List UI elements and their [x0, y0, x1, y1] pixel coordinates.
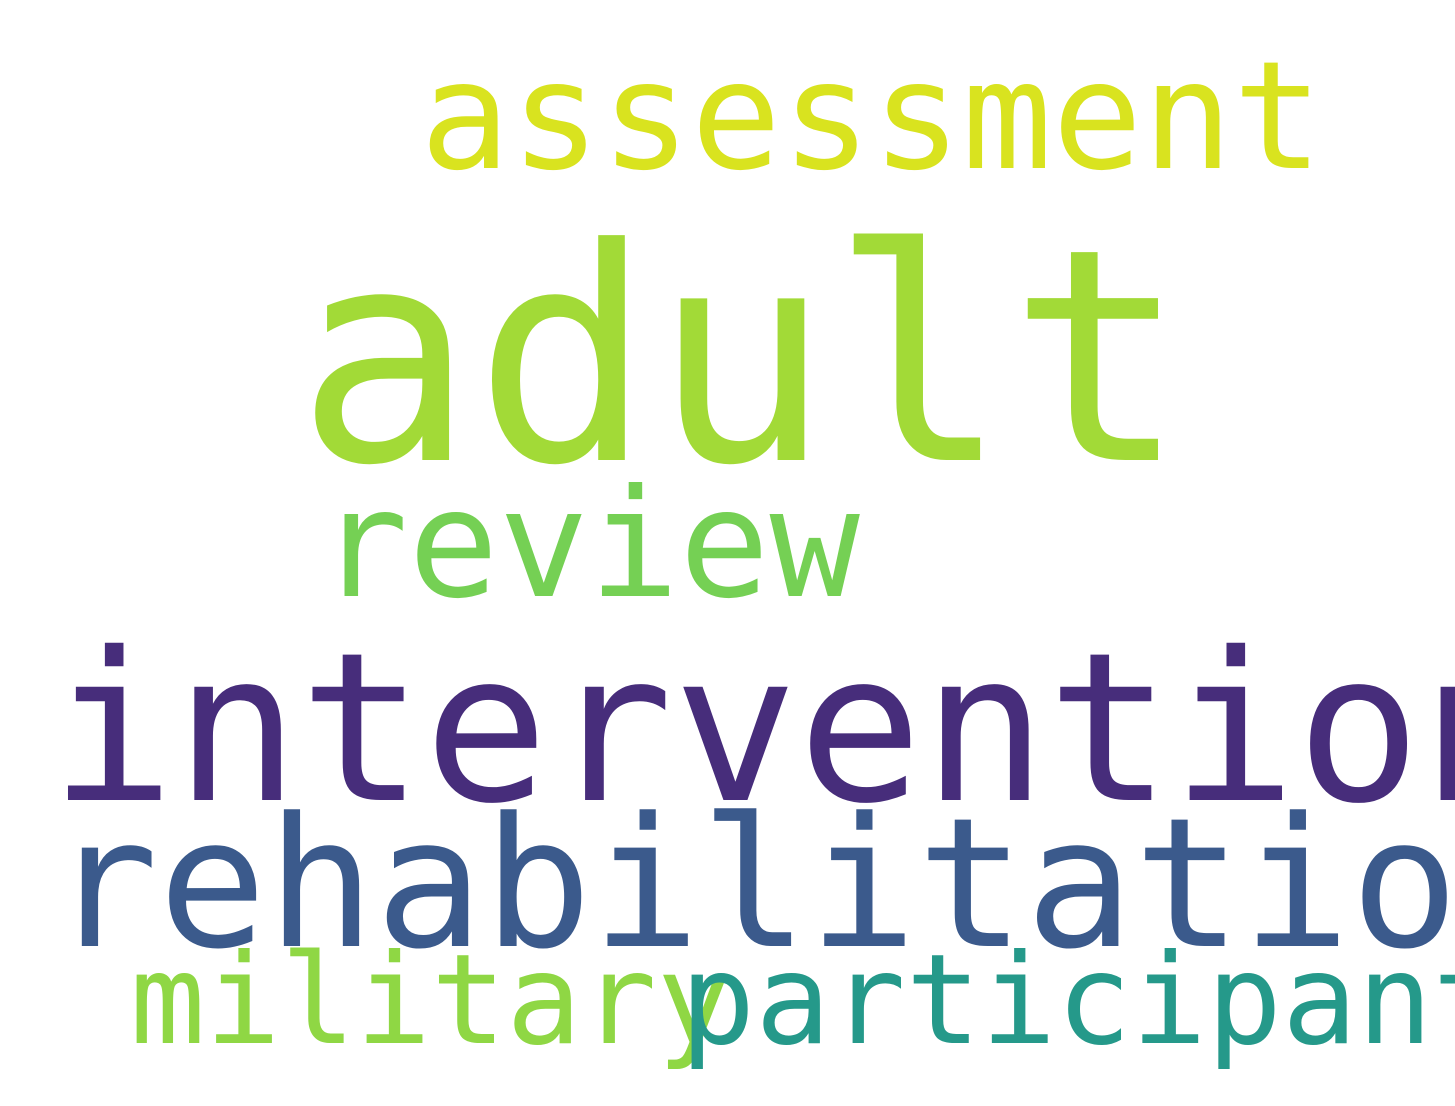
- word-military: military: [130, 928, 733, 1073]
- word-intervention: intervention: [50, 608, 1455, 849]
- word-participant: participant: [680, 928, 1455, 1073]
- word-assessment: assessment: [420, 30, 1324, 204]
- word-rehabilitation: rehabilitation: [50, 780, 1455, 989]
- word-review: review: [318, 458, 860, 632]
- word-adult: adult: [296, 185, 1188, 530]
